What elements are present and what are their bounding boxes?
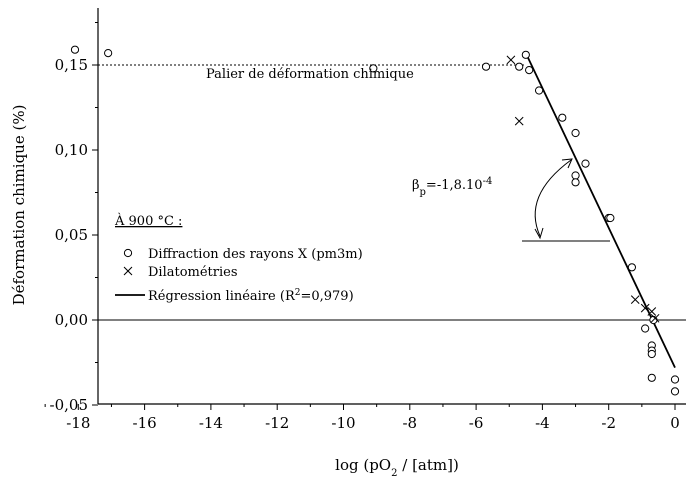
dilatometry-data-point bbox=[650, 313, 660, 323]
x-tick-label: -18 bbox=[66, 414, 90, 432]
legend-label-regression: Régression linéaire (R2=0,979) bbox=[148, 288, 354, 304]
legend-label-dilatometry: Dilatométries bbox=[148, 265, 238, 280]
x-tick-label: -8 bbox=[402, 414, 417, 432]
dilatometry-data-point bbox=[640, 303, 650, 313]
legend-cross-marker bbox=[123, 266, 133, 276]
xrd-data-point bbox=[481, 62, 491, 71]
regression-line-group bbox=[525, 52, 676, 368]
legend-label-xrd: Diffraction des rayons X (pm3m) bbox=[148, 247, 363, 262]
xrd-data-point bbox=[525, 66, 534, 75]
xrd-data-point bbox=[606, 213, 615, 223]
xrd-data-point bbox=[641, 324, 650, 333]
xrd-data-point bbox=[104, 49, 113, 58]
y-tick-label: 0,00 bbox=[55, 311, 88, 329]
xrd-data-point bbox=[571, 128, 580, 138]
dilatometry-data-point bbox=[514, 116, 524, 126]
arc-arrowhead-top bbox=[561, 158, 573, 169]
xrd-data-point bbox=[627, 263, 637, 272]
dilatometry-data-point bbox=[506, 55, 516, 65]
legend-title: À 900 °C : bbox=[114, 213, 182, 229]
xrd-data-point bbox=[670, 387, 680, 396]
y-axis-title: Déformation chimique (%) bbox=[10, 105, 28, 306]
x-tick-label: 0 bbox=[670, 414, 680, 432]
y-tick-label: -0,05 bbox=[50, 396, 88, 414]
xrd-data-point bbox=[558, 113, 567, 122]
xrd-data-point bbox=[369, 64, 378, 73]
x-tick-label: -2 bbox=[601, 414, 616, 432]
x-tick-label: -4 bbox=[535, 414, 550, 432]
xrd-data-point bbox=[515, 62, 524, 71]
x-axis-title: log (pO2 / [atm]) bbox=[335, 456, 459, 479]
dilatometry-data-point bbox=[647, 307, 657, 316]
legend: À 900 °C : Diffraction des rayons X (pm3… bbox=[114, 213, 363, 304]
y-tick-label: 0,10 bbox=[55, 141, 88, 159]
x-tick-label: -14 bbox=[199, 414, 223, 432]
data-points bbox=[70, 45, 680, 396]
reference-lines bbox=[98, 64, 686, 321]
y-tick-label: 0,15 bbox=[55, 56, 88, 74]
xrd-data-point bbox=[70, 45, 80, 54]
y-tick-label: 0,05 bbox=[55, 226, 88, 244]
regression-line bbox=[525, 52, 676, 368]
dilatometry-data-point bbox=[630, 295, 640, 304]
legend-circle-marker bbox=[123, 248, 133, 258]
xrd-data-point bbox=[647, 349, 656, 359]
slope-angle-arc bbox=[534, 159, 572, 237]
xrd-data-point bbox=[534, 86, 544, 95]
xrd-data-point bbox=[581, 159, 590, 168]
plateau-annotation: Palier de déformation chimique bbox=[206, 67, 414, 82]
y-axis-ticks: -0,05 0,00 0,05 0,10 0,15 bbox=[50, 22, 98, 414]
slope-annotation: βp=-1,8.10-4 bbox=[412, 176, 492, 198]
arc-arrowhead-bottom bbox=[534, 227, 544, 240]
xrd-data-point bbox=[571, 171, 580, 180]
x-tick-label: -10 bbox=[331, 414, 355, 432]
xrd-data-point bbox=[647, 373, 656, 382]
xrd-data-point bbox=[521, 50, 530, 59]
xrd-data-point bbox=[670, 375, 680, 384]
x-tick-label: -12 bbox=[265, 414, 289, 432]
x-axis-ticks: -18 -16 -14 -12 -10 -8 -6 -4 -2 0 bbox=[44, 404, 680, 432]
x-tick-label: -16 bbox=[133, 414, 157, 432]
xrd-data-point bbox=[571, 178, 580, 187]
x-tick-label: -6 bbox=[469, 414, 484, 432]
